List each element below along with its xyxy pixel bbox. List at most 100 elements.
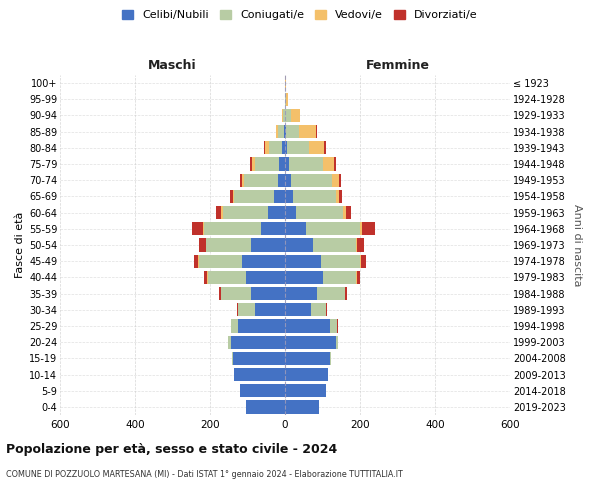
Bar <box>360 254 361 268</box>
Bar <box>199 254 242 268</box>
Bar <box>285 76 286 90</box>
Bar <box>203 222 205 235</box>
Bar <box>313 238 356 252</box>
Bar <box>317 287 345 300</box>
Bar <box>260 222 285 235</box>
Bar <box>221 287 251 300</box>
Bar <box>242 254 285 268</box>
Bar <box>269 141 282 154</box>
Bar <box>265 141 269 154</box>
Bar <box>250 158 252 170</box>
Bar <box>255 303 285 316</box>
Bar <box>205 270 208 284</box>
Bar <box>323 158 334 170</box>
Text: Popolazione per età, sesso e stato civile - 2024: Popolazione per età, sesso e stato civil… <box>6 442 337 456</box>
Bar <box>330 320 337 332</box>
Bar <box>285 141 287 154</box>
Bar <box>334 158 335 170</box>
Bar <box>325 141 326 154</box>
Text: Maschi: Maschi <box>148 59 197 72</box>
Bar <box>235 368 285 381</box>
Y-axis label: Fasce di età: Fasce di età <box>14 212 25 278</box>
Bar <box>285 368 328 381</box>
Bar <box>205 238 206 252</box>
Bar <box>251 238 285 252</box>
Bar <box>208 270 245 284</box>
Bar <box>277 174 285 187</box>
Bar <box>219 287 221 300</box>
Bar <box>230 336 285 349</box>
Bar <box>285 206 296 220</box>
Bar <box>251 287 285 300</box>
Bar <box>358 238 364 252</box>
Bar <box>245 400 285 413</box>
Bar <box>233 190 235 203</box>
Bar <box>296 206 343 220</box>
Bar <box>240 174 242 187</box>
Bar <box>285 270 323 284</box>
Bar <box>310 141 325 154</box>
Bar <box>285 400 319 413</box>
Bar <box>238 303 255 316</box>
Bar <box>285 158 289 170</box>
Bar <box>283 109 285 122</box>
Bar <box>285 238 313 252</box>
Bar <box>290 109 300 122</box>
Bar <box>227 336 230 349</box>
Bar <box>235 190 274 203</box>
Bar <box>193 254 198 268</box>
Bar <box>215 206 221 220</box>
Bar <box>229 190 233 203</box>
Bar <box>285 336 335 349</box>
Bar <box>206 238 251 252</box>
Bar <box>286 125 299 138</box>
Bar <box>198 254 199 268</box>
Bar <box>237 303 238 316</box>
Bar <box>285 254 320 268</box>
Bar <box>330 352 331 365</box>
Bar <box>240 384 285 398</box>
Bar <box>277 125 278 138</box>
Bar <box>285 222 305 235</box>
Bar <box>360 222 362 235</box>
Bar <box>221 206 223 220</box>
Bar <box>252 158 255 170</box>
Bar <box>230 320 238 332</box>
Bar <box>285 190 293 203</box>
Bar <box>323 270 356 284</box>
Bar <box>361 254 367 268</box>
Bar <box>287 141 310 154</box>
Bar <box>305 222 360 235</box>
Bar <box>285 92 286 106</box>
Bar <box>285 320 330 332</box>
Bar <box>244 174 277 187</box>
Bar <box>274 190 285 203</box>
Bar <box>268 206 285 220</box>
Bar <box>335 336 337 349</box>
Bar <box>285 174 290 187</box>
Bar <box>285 125 286 138</box>
Bar <box>280 158 285 170</box>
Bar <box>284 125 285 138</box>
Bar <box>233 352 285 365</box>
Text: Femmine: Femmine <box>365 59 430 72</box>
Bar <box>356 270 359 284</box>
Text: COMUNE DI POZZUOLO MARTESANA (MI) - Dati ISTAT 1° gennaio 2024 - Elaborazione TU: COMUNE DI POZZUOLO MARTESANA (MI) - Dati… <box>6 470 403 479</box>
Bar <box>278 125 284 138</box>
Legend: Celibi/Nubili, Coniugati/e, Vedovi/e, Divorziati/e: Celibi/Nubili, Coniugati/e, Vedovi/e, Di… <box>118 6 482 25</box>
Bar <box>299 125 316 138</box>
Bar <box>290 174 332 187</box>
Bar <box>242 174 244 187</box>
Bar <box>356 238 358 252</box>
Bar <box>335 190 340 203</box>
Bar <box>285 352 330 365</box>
Bar <box>285 384 326 398</box>
Y-axis label: Anni di nascita: Anni di nascita <box>572 204 583 286</box>
Bar <box>320 254 360 268</box>
Bar <box>311 303 326 316</box>
Bar <box>282 141 285 154</box>
Bar <box>289 158 323 170</box>
Bar <box>346 287 347 300</box>
Bar <box>199 238 205 252</box>
Bar <box>293 190 335 203</box>
